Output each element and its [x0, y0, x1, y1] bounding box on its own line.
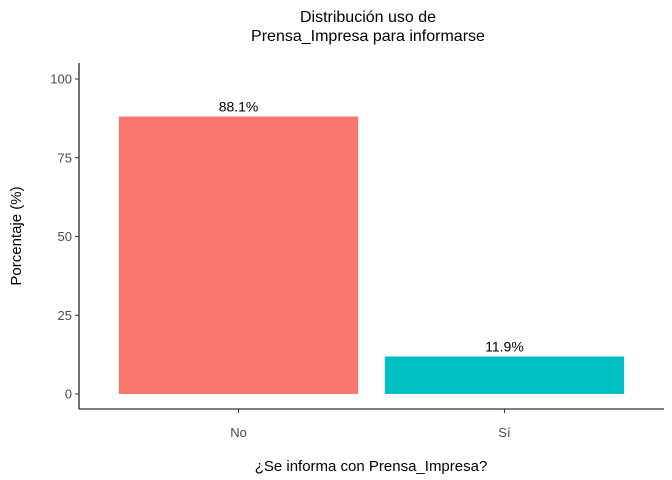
chart-title-line-2: Prensa_Impresa para informarse	[251, 28, 485, 45]
y-tick-label: 75	[58, 150, 72, 165]
x-tick-label: No	[230, 425, 247, 440]
bar-no	[118, 116, 359, 395]
y-tick-label: 0	[65, 387, 72, 402]
chart-title-line-1: Distribución uso de	[300, 9, 436, 26]
axes: 0 25 50 75 100 No Sí	[50, 63, 664, 440]
y-tick-label: 25	[58, 308, 72, 323]
bars	[118, 116, 625, 395]
data-labels: 88.1% 11.9%	[219, 98, 524, 354]
x-axis-title: ¿Se informa con Prensa_Impresa?	[255, 458, 488, 475]
data-label: 11.9%	[485, 339, 524, 355]
bar-si	[384, 356, 625, 394]
x-tick-label: Sí	[498, 425, 511, 440]
y-axis-title: Porcentaje (%)	[8, 186, 25, 285]
chart-title: Distribución uso de Prensa_Impresa para …	[251, 9, 485, 45]
y-tick-label: 50	[58, 229, 72, 244]
y-tick-label: 100	[50, 72, 72, 87]
data-label: 88.1%	[219, 98, 259, 114]
